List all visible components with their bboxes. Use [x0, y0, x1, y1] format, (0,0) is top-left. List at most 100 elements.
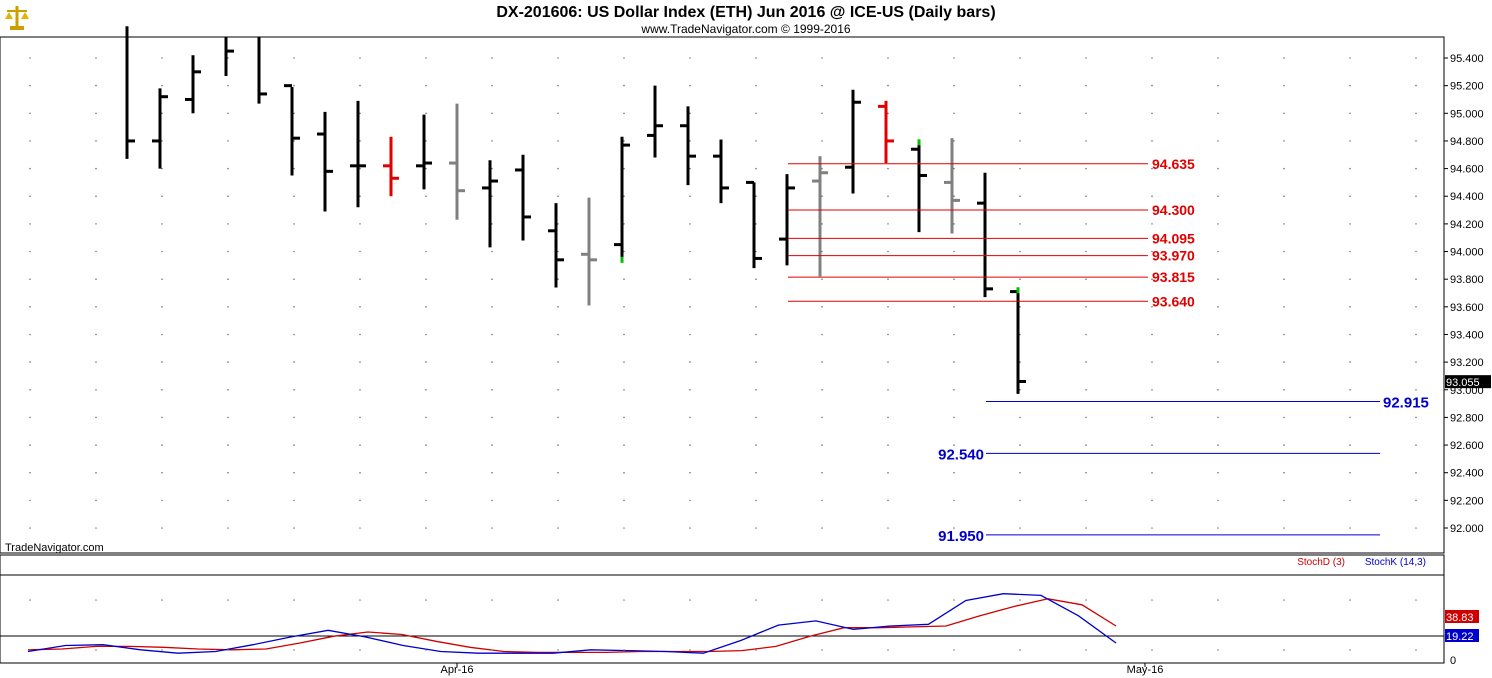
level-label-red: 93.640: [1152, 293, 1195, 309]
grid-dot: [1283, 278, 1285, 281]
grid-dot: [1349, 527, 1351, 529]
grid-dot: [29, 112, 31, 115]
grid-dot: [1085, 499, 1087, 502]
grid-dot: [1151, 250, 1153, 253]
stoch-grid-dot: [821, 599, 823, 601]
grid-dot: [1349, 57, 1351, 59]
y-tick-label: 94.600: [1450, 164, 1484, 176]
grid-dot: [623, 389, 625, 391]
grid-dot: [1085, 84, 1087, 87]
grid-dot: [1217, 250, 1219, 253]
grid-dot: [95, 195, 97, 197]
y-tick-label: 93.800: [1450, 274, 1484, 286]
grid-dot: [623, 499, 625, 502]
grid-dot: [557, 167, 559, 170]
grid-dot: [887, 84, 889, 87]
stoch-value-box: [1445, 629, 1479, 642]
grid-dot: [557, 361, 559, 363]
level-label-blue: 92.915: [1383, 395, 1429, 412]
stoch-grid-dot: [29, 649, 31, 651]
ohlc-bar: [845, 89, 861, 194]
last-price-label: 93.055: [1446, 377, 1480, 389]
grid-dot: [95, 84, 97, 87]
grid-dot: [1217, 84, 1219, 87]
grid-dot: [1151, 140, 1153, 142]
grid-dot: [95, 167, 97, 170]
grid-dot: [1085, 195, 1087, 197]
grid-dot: [755, 333, 757, 336]
grid-dot: [1349, 471, 1351, 474]
grid-dot: [953, 306, 955, 308]
grid-dot: [887, 416, 889, 419]
grid-dot: [1085, 416, 1087, 419]
grid-dot: [953, 57, 955, 59]
grid-dot: [755, 499, 757, 502]
grid-dot: [227, 527, 229, 529]
grid-dot: [755, 416, 757, 419]
stoch-grid-dot: [557, 649, 559, 651]
y-tick-label: 92.800: [1450, 412, 1484, 424]
grid-dot: [821, 195, 823, 197]
grid-dot: [1283, 250, 1285, 253]
grid-dot: [1019, 499, 1021, 502]
grid-dot: [425, 140, 427, 142]
grid-dot: [359, 499, 361, 502]
grid-dot: [1349, 84, 1351, 87]
grid-dot: [1415, 416, 1417, 419]
grid-dot: [953, 444, 955, 446]
grid-dot: [359, 140, 361, 142]
grid-dot: [557, 499, 559, 502]
grid-dot: [1415, 499, 1417, 502]
grid-dot: [29, 389, 31, 391]
y-tick-label: 94.000: [1450, 247, 1484, 259]
grid-dot: [293, 416, 295, 419]
grid-dot: [425, 499, 427, 502]
grid-dot: [689, 389, 691, 391]
grid-dot: [1217, 444, 1219, 446]
grid-dot: [953, 223, 955, 225]
stochK-legend: StochK (14,3): [1365, 557, 1426, 568]
grid-dot: [1415, 389, 1417, 391]
ohlc-bar: [614, 136, 630, 263]
grid-dot: [293, 223, 295, 225]
grid-dot: [953, 250, 955, 253]
grid-dot: [1283, 223, 1285, 225]
grid-dot: [1151, 167, 1153, 170]
stoch-grid-dot: [1151, 599, 1153, 601]
grid-dot: [359, 471, 361, 474]
grid-dot: [1415, 250, 1417, 253]
grid-dot: [359, 84, 361, 87]
grid-dot: [425, 278, 427, 281]
y-tick-label: 92.000: [1450, 523, 1484, 535]
grid-dot: [623, 112, 625, 115]
grid-dot: [821, 499, 823, 502]
grid-dot: [953, 389, 955, 391]
grid-dot: [1217, 223, 1219, 225]
stoch-grid-dot: [161, 649, 163, 651]
grid-dot: [227, 167, 229, 170]
grid-dot: [1415, 112, 1417, 115]
grid-dot: [1217, 195, 1219, 197]
grid-dot: [821, 167, 823, 170]
stoch-grid-dot: [1283, 599, 1285, 601]
grid-dot: [491, 389, 493, 391]
y-tick-label: 93.400: [1450, 329, 1484, 341]
grid-dot: [1217, 499, 1219, 502]
grid-dot: [1019, 167, 1021, 170]
grid-dot: [755, 527, 757, 529]
level-label-red: 94.300: [1152, 202, 1195, 218]
grid-dot: [293, 444, 295, 446]
grid-dot: [359, 195, 361, 197]
ohlc-bar: [383, 136, 399, 197]
grid-dot: [491, 195, 493, 197]
grid-dot: [821, 361, 823, 363]
grid-dot: [1283, 306, 1285, 308]
level-label-red: 94.095: [1152, 230, 1195, 246]
grid-dot: [1283, 361, 1285, 363]
grid-dot: [755, 250, 757, 253]
grid-dot: [29, 278, 31, 281]
grid-dot: [821, 140, 823, 142]
grid-dot: [161, 57, 163, 59]
stoch-value-box: [1445, 610, 1479, 623]
grid-dot: [1085, 361, 1087, 363]
